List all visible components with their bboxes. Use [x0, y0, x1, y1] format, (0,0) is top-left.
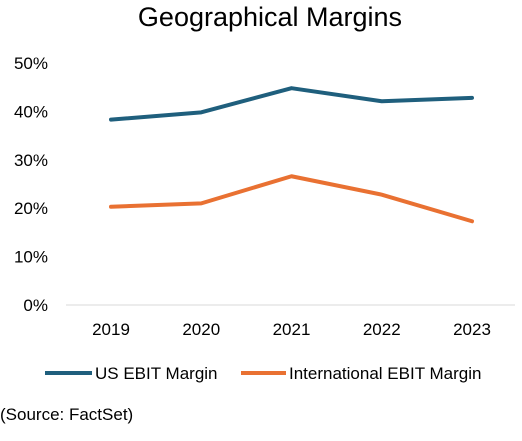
- y-tick-label: 50%: [14, 54, 48, 73]
- chart-title: Geographical Margins: [138, 2, 402, 32]
- y-axis: 0% 10% 20% 30% 40% 50%: [14, 54, 48, 315]
- x-tick-label: 2020: [182, 320, 220, 339]
- x-tick-label: 2019: [92, 320, 130, 339]
- x-tick-label: 2021: [273, 320, 311, 339]
- y-tick-label: 10%: [14, 248, 48, 267]
- series-line-0: [111, 88, 472, 119]
- legend-label: US EBIT Margin: [95, 364, 218, 383]
- x-tick-label: 2023: [453, 320, 491, 339]
- y-tick-label: 40%: [14, 102, 48, 121]
- legend-label: International EBIT Margin: [289, 364, 481, 383]
- y-tick-label: 20%: [14, 199, 48, 218]
- x-tick-label: 2022: [363, 320, 401, 339]
- series-line-1: [111, 176, 472, 221]
- legend: US EBIT Margin International EBIT Margin: [45, 364, 481, 383]
- y-tick-label: 0%: [23, 296, 48, 315]
- series-layer: [111, 88, 472, 221]
- source-note: (Source: FactSet): [0, 405, 133, 425]
- x-axis: 2019 2020 2021 2022 2023: [66, 305, 515, 339]
- y-tick-label: 30%: [14, 151, 48, 170]
